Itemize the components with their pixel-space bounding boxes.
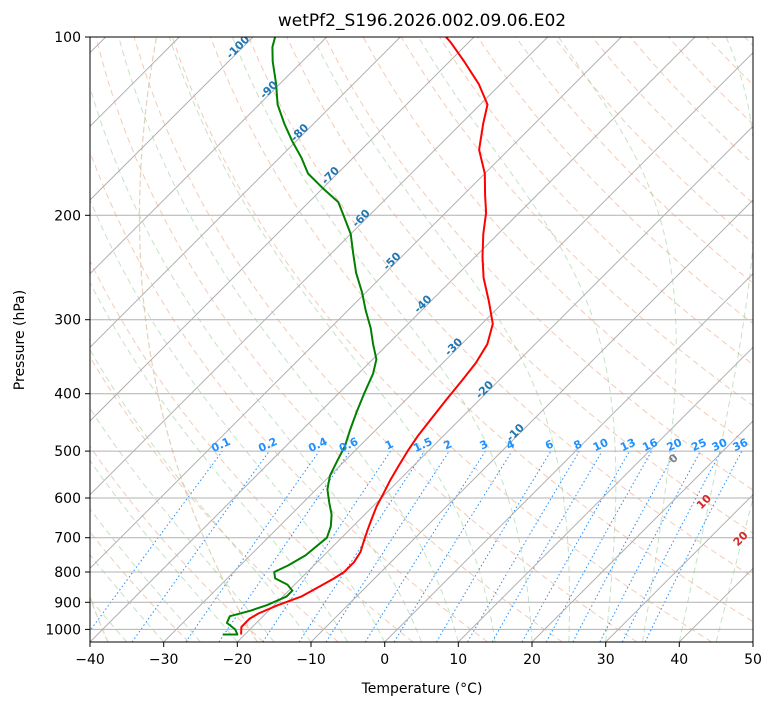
moist-adiabat: [168, 37, 496, 642]
mixing-ratio-line: [393, 450, 513, 642]
mixing-ratio-line: [218, 450, 351, 642]
x-tick-label: 10: [449, 652, 467, 668]
moist-adiabat: [90, 554, 165, 642]
isotherm: [90, 37, 622, 570]
mixing-ratio-line: [521, 450, 630, 642]
x-tick-label: −20: [223, 652, 253, 668]
mixing-ratio-line: [90, 450, 223, 632]
moist-adiabat: [90, 407, 275, 642]
y-tick-label: 800: [54, 565, 81, 581]
pressure-grid: [90, 37, 753, 630]
isotherm: [457, 346, 753, 642]
y-tick-label: 400: [54, 387, 81, 403]
mixing-ratio-line: [262, 450, 392, 642]
x-tick-label: 0: [380, 652, 389, 668]
x-tick-label: 40: [670, 652, 688, 668]
dry-adiabat: [133, 37, 638, 642]
moist-adiabat: [231, 37, 533, 642]
mixing-ratio-line: [325, 450, 450, 642]
moist-adiabat: [90, 198, 386, 642]
isotherm: [236, 125, 753, 642]
isotherm: [90, 37, 254, 201]
y-tick-label: 700: [54, 531, 81, 547]
x-tick-label: −10: [296, 652, 326, 668]
mixing-ratio-label: 13: [618, 436, 637, 454]
mixing-ratio-line: [545, 450, 653, 642]
dry-adiabat: [286, 37, 753, 534]
moist-adiabat: [678, 37, 753, 642]
mixing-ratio-label: 20: [665, 436, 685, 454]
x-tick-label: −30: [149, 652, 179, 668]
profile-series: [222, 37, 494, 636]
chart-title: wetPf2_S196.2026.002.09.06.E02: [278, 11, 566, 31]
moist-adiabat: [558, 37, 677, 642]
mixing-ratio-label: 10: [591, 436, 611, 454]
y-tick-label: 100: [54, 30, 81, 46]
moist-adiabat: [715, 496, 753, 642]
mixing-ratio-line: [131, 450, 270, 642]
isotherm: [605, 493, 753, 642]
plot-frame: [89, 36, 754, 643]
y-tick-label: 300: [54, 313, 81, 329]
reference-curve: [138, 37, 258, 642]
mixing-ratio-line: [572, 450, 677, 642]
y-axis-label: Pressure (hPa): [12, 290, 28, 390]
isotherm: [531, 420, 753, 642]
isotherm: [90, 37, 696, 642]
moist-adiabat: [312, 37, 570, 642]
isotherm: [90, 37, 475, 422]
x-axis: −40 −30 −20 −10 0 10 20 30 40 50: [75, 642, 762, 668]
isotherm: [90, 37, 401, 349]
mixing-ratio-label: 25: [689, 436, 708, 454]
x-tick-label: 20: [523, 652, 541, 668]
mixing-ratio-line: [185, 450, 320, 642]
y-tick-label: 500: [54, 444, 81, 460]
dry-adiabat: [90, 445, 264, 642]
mixing-ratio-lines: [90, 450, 743, 642]
mixing-ratio-line: [298, 450, 425, 642]
moist-adiabat: [90, 281, 349, 642]
moist-adiabat: [90, 508, 201, 642]
mixing-ratio-line: [644, 450, 743, 642]
isotherm: [90, 37, 549, 496]
dry-adiabat: [171, 37, 712, 642]
dry-adiabat: [90, 259, 414, 642]
dry-adiabat: [210, 37, 753, 623]
isotherm: [310, 199, 753, 642]
mixing-ratio-label: 16: [640, 436, 660, 454]
x-tick-label: 50: [744, 652, 762, 668]
reference-curve: [90, 595, 109, 642]
isotherm: [90, 37, 328, 275]
series-dewpoint: [222, 37, 378, 636]
dry-adiabat: [324, 37, 753, 491]
isotherm-grid: [90, 37, 753, 642]
y-tick-label: 200: [54, 208, 81, 224]
isotherm: [384, 272, 753, 642]
y-tick-label: 600: [54, 491, 81, 507]
moist-adiabat: [417, 37, 617, 642]
mixing-ratio-label: 30: [710, 436, 730, 454]
x-tick-label: −40: [75, 652, 105, 668]
moist-adiabats: [90, 37, 753, 642]
y-tick-label: 1000: [45, 622, 81, 638]
dry-adiabat: [248, 37, 753, 578]
x-tick-label: 30: [597, 652, 615, 668]
y-axis: 1000 900 800 700 600 500 400 300 200 100: [45, 30, 90, 638]
dry-adiabat: [95, 37, 563, 642]
mixing-ratio-label: 36: [731, 436, 751, 454]
moist-adiabat: [90, 459, 238, 642]
plot-area: 0.1 0.2 0.4 0.6 1 1.5 2 3 4 6 8 10 13 16 20 25 30 36-100-…: [90, 37, 753, 642]
series-temperature: [240, 37, 494, 635]
dry-adiabat: [515, 37, 753, 284]
y-tick-label: 900: [54, 595, 81, 611]
isotherm: [163, 51, 753, 642]
x-axis-label: Temperature (°C): [361, 681, 483, 697]
